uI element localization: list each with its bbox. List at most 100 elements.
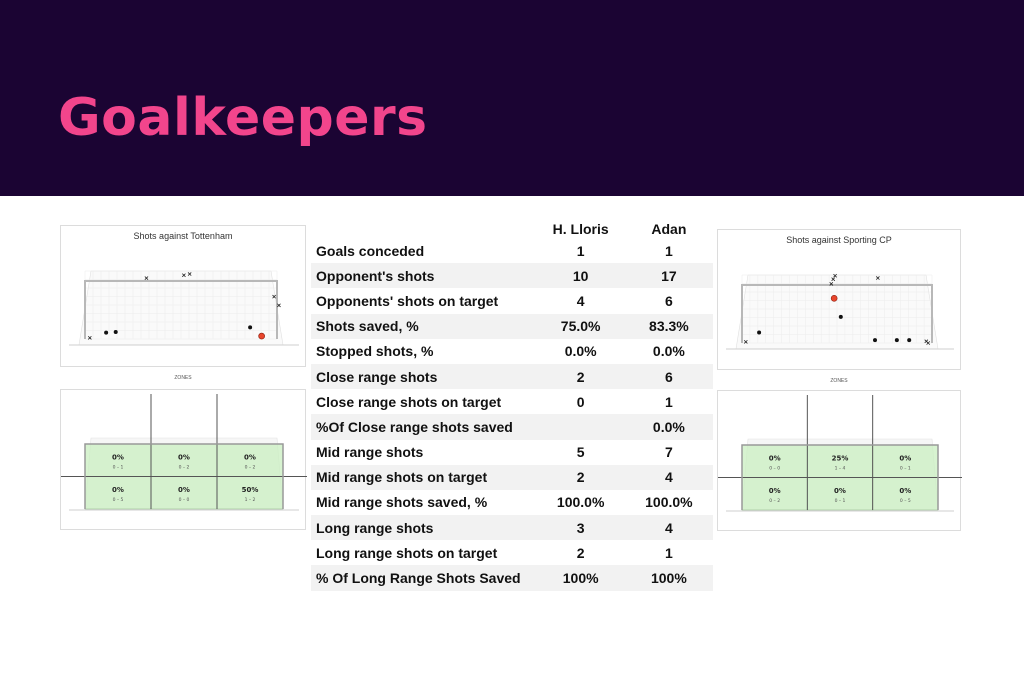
miss-marker: [277, 303, 281, 308]
goalkeeper-stats-table: H. Lloris Adan Goals conceded 1 1 Opponent'…: [311, 220, 713, 591]
table-cell-adan: 7: [664, 444, 673, 461]
shot-map-sporting: Shots against Sporting CP: [717, 229, 961, 370]
zone-percentage: 50%: [242, 486, 259, 494]
zone-ratio: 0 – 0: [179, 497, 190, 503]
miss-marker: [875, 276, 880, 280]
table-cell-adan: 1: [664, 544, 673, 561]
table-row: Goals conceded 1 1: [311, 238, 713, 263]
zone-cell: [216, 443, 284, 477]
column-header-metric: [311, 220, 537, 238]
table-cell-lloris: 100%: [562, 570, 599, 587]
save-marker: [907, 338, 912, 343]
table-cell-adan: 0.0%: [652, 418, 685, 435]
table-cell-lloris: 0.0%: [564, 343, 597, 360]
table-cell-metric: Mid range shots saved, %: [316, 494, 488, 511]
table-cell-adan: 100%: [650, 570, 687, 587]
table-cell-metric: % Of Long Range Shots Saved: [316, 570, 521, 587]
table-cell-metric: Shots saved, %: [316, 318, 419, 335]
miss-marker: [926, 341, 931, 345]
zone-percentage: 0%: [899, 487, 911, 495]
save-marker: [113, 330, 118, 335]
table-cell-adan: 6: [664, 368, 673, 385]
miss-marker: [187, 272, 192, 276]
zone-percentage: 0%: [112, 453, 124, 461]
zone-percentage: 0%: [178, 486, 190, 494]
table-cell-adan: 4: [664, 469, 673, 486]
table-row: Close range shots on target 0 1: [311, 389, 713, 414]
zone-ratio: 0 – 0: [769, 465, 780, 471]
miss-marker: [831, 277, 836, 282]
goal-frame: [726, 274, 954, 350]
miss-marker: [144, 276, 149, 280]
table-row: Mid range shots saved, % 100.0% 100.0%: [311, 490, 713, 515]
zone-percentage: 0%: [769, 487, 781, 495]
table-row: Opponents' shots on target 4 6: [311, 288, 713, 313]
shot-map-svg: [69, 270, 299, 346]
zones-caption: ZONES: [830, 378, 848, 384]
table-cell-lloris: 100.0%: [556, 494, 605, 511]
zone-cell: [84, 443, 152, 477]
table-cell-adan: 0.0%: [652, 343, 685, 360]
zone-ratio: 0 – 2: [769, 498, 780, 504]
save-marker: [248, 325, 253, 330]
miss-marker: [833, 273, 837, 278]
table-row: Shots saved, % 75.0% 83.3%: [311, 313, 713, 339]
goal-marker: [830, 295, 838, 302]
header-banner: Goalkeepers: [0, 0, 1024, 196]
miss-marker: [181, 273, 186, 278]
zone-ratio: 0 – 2: [245, 464, 256, 470]
table-cell-metric: Opponents' shots on target: [316, 292, 499, 309]
column-header-lloris: H. Lloris: [552, 221, 609, 237]
table-cell-lloris: 3: [576, 519, 585, 536]
zone-ratio: 0 – 5: [113, 497, 124, 503]
zone-ratio: 0 – 1: [900, 465, 911, 471]
column-header-adan: Adan: [651, 221, 687, 237]
table-row: %Of Close range shots saved 0.0%: [311, 414, 713, 440]
table-cell-lloris: [537, 414, 625, 439]
table-cell-metric: Mid range shots on target: [316, 469, 488, 486]
save-marker: [873, 338, 877, 343]
table-row: Mid range shots on target 2 4: [311, 464, 713, 490]
zone-ratio: 0 – 1: [835, 498, 846, 504]
miss-marker: [87, 335, 92, 340]
table-cell-metric: Close range shots: [316, 368, 438, 385]
table-cell-adan: 4: [664, 519, 673, 536]
goal-marker: [258, 332, 265, 340]
zone-percentage: 25%: [832, 454, 849, 462]
shot-map-svg: [726, 273, 954, 350]
save-marker: [104, 330, 109, 335]
table-cell-lloris: 2: [576, 469, 585, 486]
table-cell-lloris: 4: [576, 292, 585, 309]
zone-cell: [872, 444, 939, 478]
table-cell-metric: Long range shots: [316, 519, 434, 536]
table-cell-lloris: 5: [576, 444, 585, 461]
table-row: Opponent's shots 10 17: [311, 263, 713, 289]
save-marker: [757, 330, 762, 335]
zones-sporting: 0% 0 – 0 25% 1 – 4 0% 0 – 1 0% 0 – 2 0% 0 – 1 0% 0 …: [717, 390, 962, 531]
table-row: Close range shots 2 6: [311, 363, 713, 390]
zones-svg: 0% 0 – 1 0% 0 – 2 0% 0 – 2 0% 0 – 5 0% 0 – 0 50% 1 …: [61, 394, 307, 511]
save-marker: [838, 314, 843, 319]
table-row: % Of Long Range Shots Saved 100% 100%: [311, 565, 713, 591]
table-cell-adan: 100.0%: [645, 494, 693, 511]
zone-cell: [216, 476, 284, 510]
table-cell-metric: Close range shots on target: [316, 393, 502, 410]
zones-caption: ZONES: [174, 375, 192, 381]
table-cell-metric: %Of Close range shots saved: [316, 418, 513, 435]
zone-ratio: 0 – 1: [113, 464, 124, 470]
table-cell-adan: 1: [664, 242, 673, 259]
table-row: Mid range shots 5 7: [311, 440, 713, 465]
zone-percentage: 0%: [244, 453, 256, 461]
miss-marker: [743, 339, 748, 344]
table-row: Long range shots on target 2 1: [311, 540, 713, 565]
table-header-row: H. Lloris Adan: [311, 220, 713, 238]
zone-cell: [150, 443, 218, 477]
goal-posts: [741, 444, 939, 510]
table-cell-adan: 6: [664, 292, 673, 309]
goal-posts: [741, 284, 933, 343]
goal-posts: [84, 280, 278, 339]
page-title: Goalkeepers: [58, 88, 428, 148]
table-cell-adan: 1: [664, 393, 673, 410]
zone-ratio: 1 – 2: [245, 497, 256, 503]
table-cell-metric: Opponent's shots: [316, 267, 435, 284]
